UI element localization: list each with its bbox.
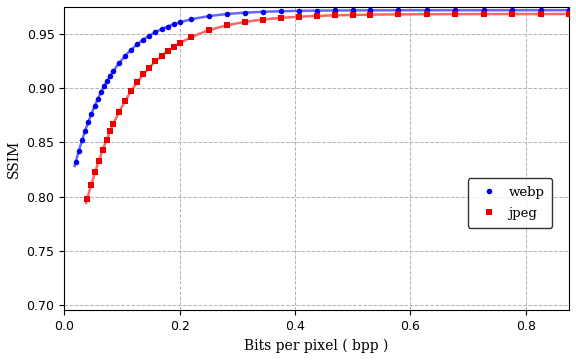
webp: [146, 33, 153, 38]
webp: [366, 8, 373, 13]
webp: [295, 9, 302, 13]
Line: jpeg: jpeg: [85, 11, 572, 202]
jpeg: [260, 17, 267, 22]
jpeg: [366, 13, 373, 17]
webp: [509, 8, 516, 12]
Y-axis label: SSIM: SSIM: [7, 140, 21, 178]
webp: [223, 12, 230, 16]
jpeg: [188, 35, 195, 40]
jpeg: [110, 122, 117, 126]
jpeg: [170, 45, 177, 49]
jpeg: [116, 109, 123, 114]
webp: [152, 30, 159, 34]
jpeg: [206, 28, 213, 32]
webp: [73, 159, 79, 164]
webp: [128, 48, 135, 52]
jpeg: [152, 59, 159, 64]
webp: [88, 112, 95, 116]
jpeg: [423, 12, 430, 16]
webp: [395, 8, 402, 12]
jpeg: [480, 12, 487, 16]
jpeg: [92, 170, 98, 175]
jpeg: [331, 13, 338, 18]
jpeg: [295, 14, 302, 19]
webp: [260, 10, 267, 14]
jpeg: [96, 159, 103, 163]
webp: [176, 20, 183, 24]
webp: [170, 22, 177, 27]
webp: [537, 8, 544, 12]
jpeg: [537, 12, 544, 16]
webp: [566, 8, 573, 12]
jpeg: [140, 72, 147, 77]
jpeg: [99, 148, 106, 152]
webp: [140, 37, 147, 42]
webp: [188, 17, 195, 22]
jpeg: [509, 12, 516, 16]
webp: [423, 8, 430, 12]
webp: [241, 10, 248, 15]
webp: [97, 90, 104, 95]
jpeg: [122, 98, 129, 103]
Line: webp: webp: [73, 8, 572, 165]
webp: [75, 148, 82, 153]
jpeg: [566, 12, 573, 16]
webp: [107, 73, 114, 78]
jpeg: [278, 16, 285, 20]
jpeg: [158, 54, 165, 58]
webp: [116, 61, 123, 65]
jpeg: [241, 20, 248, 24]
webp: [278, 9, 285, 13]
webp: [452, 8, 458, 12]
webp: [134, 42, 141, 46]
X-axis label: Bits per pixel ( bpp ): Bits per pixel ( bpp ): [244, 339, 389, 353]
webp: [78, 138, 85, 143]
webp: [158, 27, 165, 31]
webp: [101, 84, 108, 89]
webp: [82, 129, 89, 133]
webp: [91, 104, 98, 108]
webp: [94, 97, 101, 101]
webp: [206, 14, 213, 18]
jpeg: [88, 183, 94, 187]
jpeg: [349, 13, 356, 17]
jpeg: [134, 80, 141, 84]
jpeg: [313, 14, 320, 18]
webp: [331, 8, 338, 13]
jpeg: [164, 49, 171, 53]
webp: [349, 8, 356, 13]
jpeg: [452, 12, 458, 16]
jpeg: [107, 129, 114, 133]
webp: [313, 9, 320, 13]
webp: [104, 78, 111, 83]
jpeg: [223, 23, 230, 28]
webp: [110, 69, 117, 73]
jpeg: [84, 197, 91, 201]
webp: [122, 54, 129, 58]
webp: [164, 24, 171, 29]
webp: [85, 120, 92, 124]
webp: [480, 8, 487, 12]
Legend: webp, jpeg: webp, jpeg: [468, 178, 552, 228]
jpeg: [103, 138, 110, 142]
jpeg: [176, 41, 183, 45]
jpeg: [146, 66, 153, 70]
jpeg: [128, 89, 135, 93]
jpeg: [395, 12, 402, 17]
